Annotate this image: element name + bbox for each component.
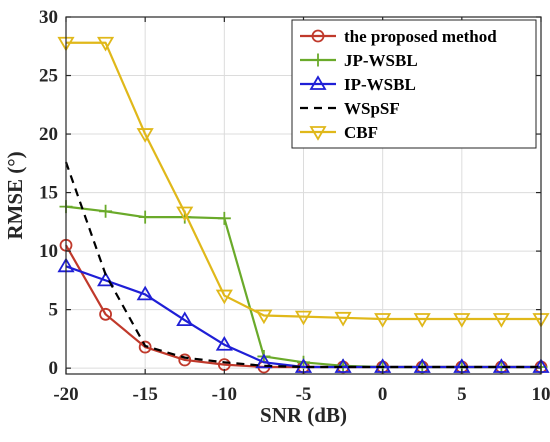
legend-marker-ip-wsbl [309,75,327,90]
data-point-cbf [413,313,431,328]
data-point-cbf [294,310,313,326]
x-tick-label: 10 [532,384,550,405]
y-tick-label: 0 [49,358,59,379]
data-point-ip-wsbl [215,335,233,351]
legend-box [291,19,537,149]
data-point-cbf [255,309,273,325]
ticks-layer: -20 -15 -10 -5 0 5 10 0 5 10 15 20 25 30 [39,7,550,405]
data-point-cbf [453,313,471,328]
series-layer [57,36,550,374]
legend-marker-cbf [309,126,327,141]
legend: the proposed method JP-WSBL IP-WSBL WSpSF CB… [291,19,537,149]
data-point-ip-wsbl [176,311,194,327]
y-tick-label: 20 [39,124,58,145]
data-point-ip-wsbl [136,285,154,301]
legend-item-the-proposed-method: the proposed method [300,27,497,46]
data-point-jp-wsbl [217,211,231,225]
legend-item-jp-wsbl: JP-WSBL [300,51,418,70]
legend-item-wspsf: WSpSF [300,99,400,118]
x-tick-label: -10 [212,384,237,405]
data-point-cbf [215,289,233,305]
data-point-cbf [492,313,510,328]
y-tick-label: 25 [39,66,58,87]
legend-marker-the-proposed-method [311,29,325,43]
x-tick-label: -5 [296,384,312,405]
y-tick-label: 30 [39,7,58,28]
series-wspsf [64,161,541,369]
data-point-ip-wsbl [97,271,115,287]
x-tick-label: 5 [457,384,467,405]
legend-item-cbf: CBF [300,123,378,142]
data-point-cbf [176,206,194,222]
series-line-wspsf [64,161,541,369]
data-point-cbf [136,128,154,143]
data-point-cbf [334,311,352,327]
x-tick-label: -20 [53,384,78,405]
legend-label-the-proposed-method: the proposed method [344,27,497,46]
legend-label-jp-wsbl: JP-WSBL [344,51,418,70]
x-axis-title: SNR (dB) [260,403,347,427]
legend-label-wspsf: WSpSF [344,99,400,118]
data-point-ip-wsbl [255,353,273,369]
data-point-the-proposed-method [178,353,192,367]
data-point-jp-wsbl [99,204,113,218]
data-point-cbf [374,313,392,328]
y-tick-label: 15 [39,183,58,204]
y-tick-label: 10 [39,241,58,262]
legend-item-ip-wsbl: IP-WSBL [300,75,416,94]
x-tick-label: 0 [378,384,388,405]
data-point-the-proposed-method [138,340,152,354]
x-tick-label: -15 [133,384,158,405]
series-line-cbf [66,41,541,321]
y-axis-title: RMSE (°) [3,151,27,239]
legend-marker-jp-wsbl [311,53,325,67]
data-point-the-proposed-method [99,307,112,321]
legend-label-ip-wsbl: IP-WSBL [344,75,416,94]
legend-label-cbf: CBF [344,123,378,142]
y-tick-label: 5 [49,300,59,321]
data-point-jp-wsbl [138,210,152,224]
data-point-cbf [97,36,115,52]
